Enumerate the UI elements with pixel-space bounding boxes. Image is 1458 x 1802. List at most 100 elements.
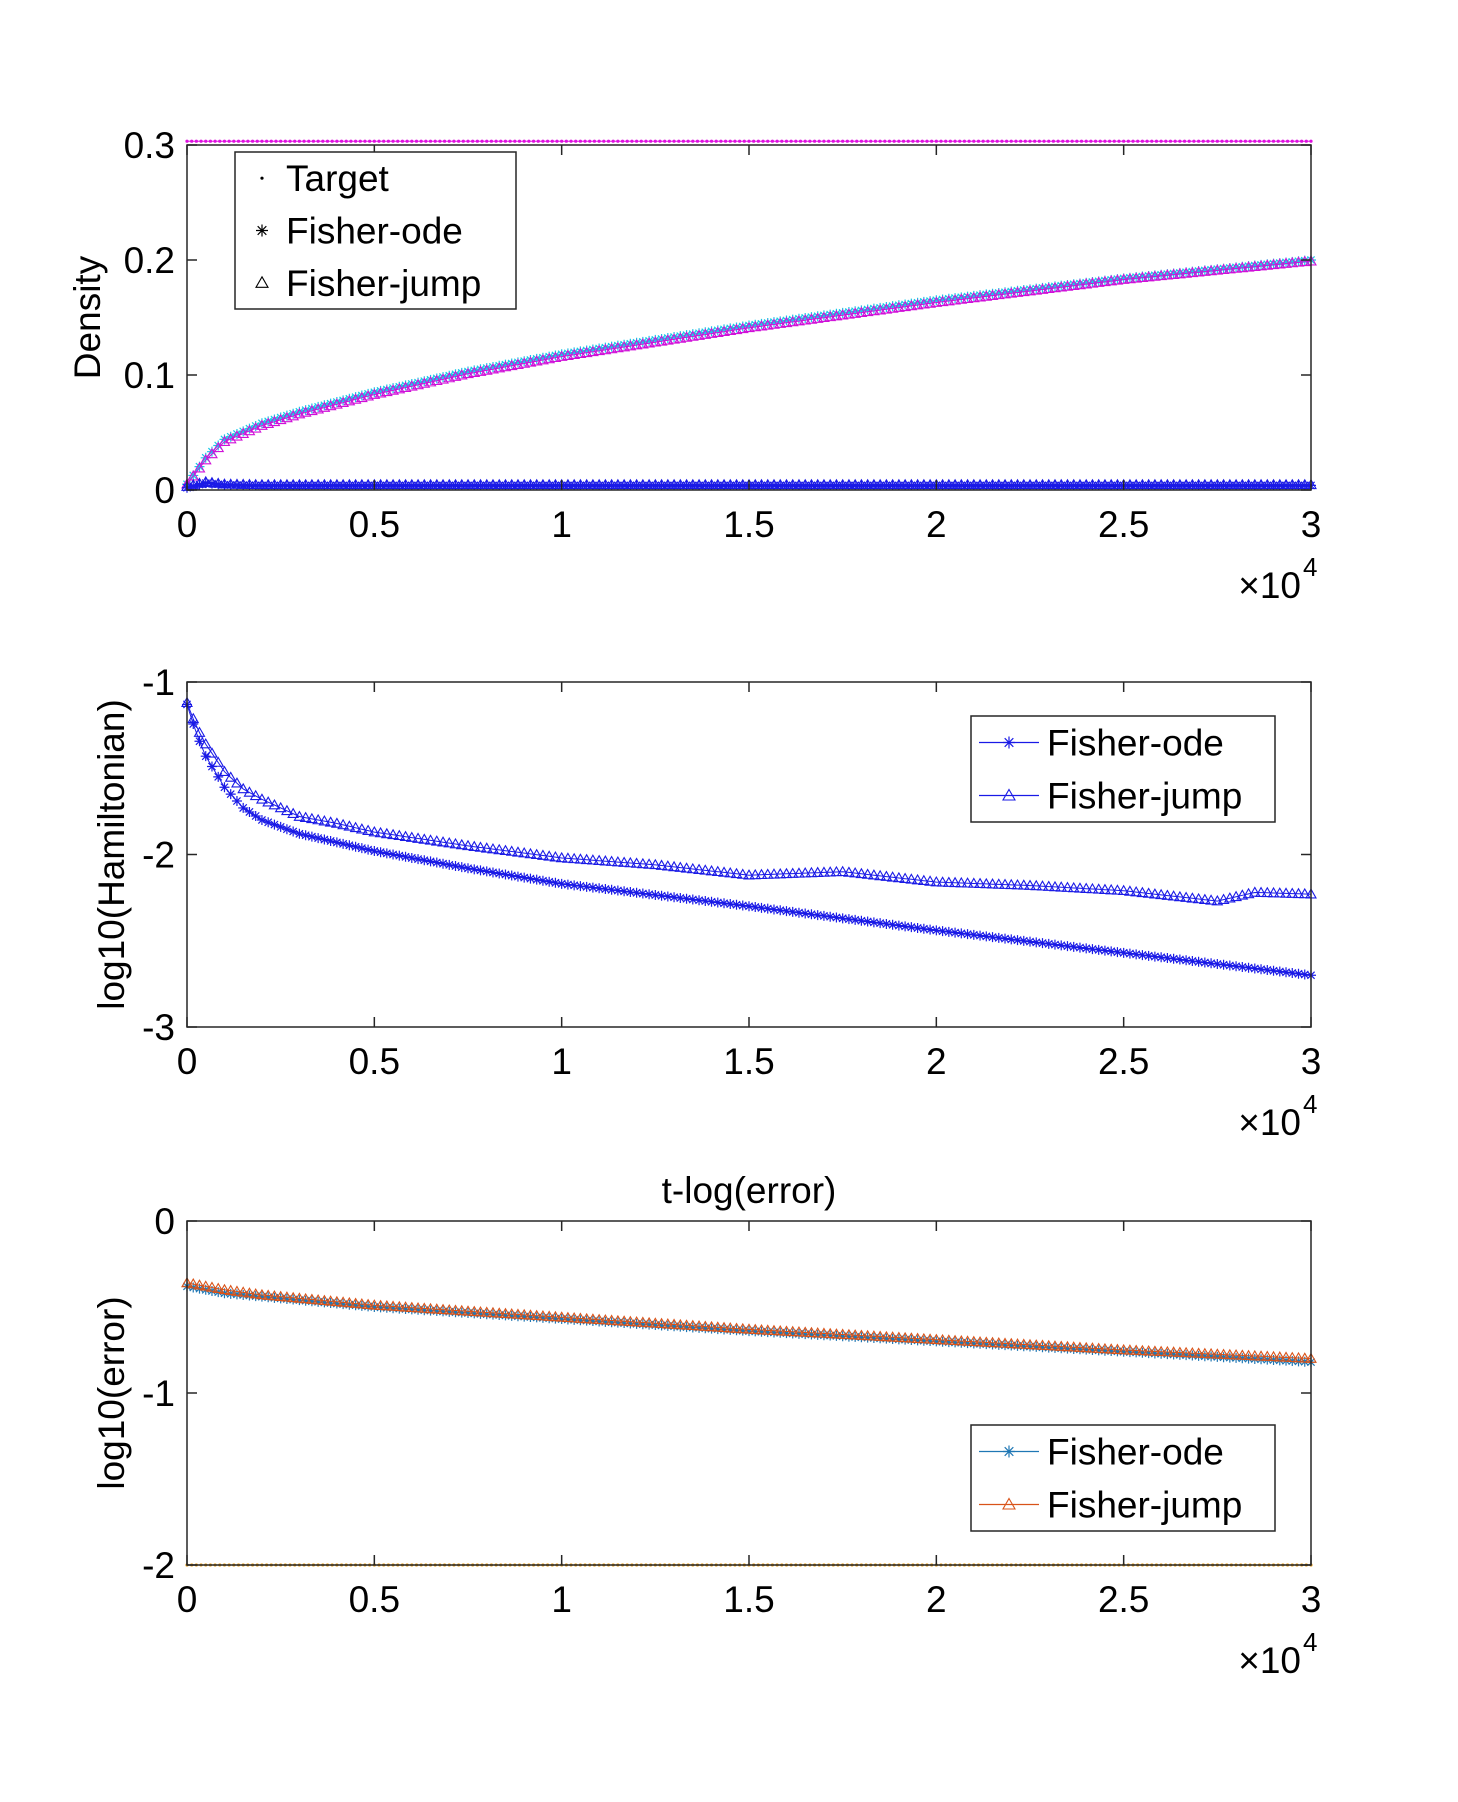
data-point bbox=[593, 854, 606, 866]
data-point bbox=[1273, 887, 1286, 898]
data-point bbox=[1049, 1342, 1060, 1353]
data-point bbox=[806, 1329, 817, 1340]
data-point bbox=[805, 1326, 818, 1338]
data-point bbox=[1224, 1352, 1235, 1363]
data-point bbox=[300, 480, 311, 491]
data-point bbox=[961, 292, 974, 304]
data-point bbox=[893, 480, 904, 491]
data-point bbox=[243, 786, 256, 797]
data-point bbox=[1143, 1348, 1154, 1359]
data-point bbox=[212, 1282, 225, 1293]
data-point bbox=[219, 479, 230, 490]
data-point bbox=[756, 139, 760, 143]
data-point bbox=[1257, 139, 1262, 143]
data-point bbox=[569, 139, 573, 143]
data-point bbox=[624, 478, 637, 490]
data-point bbox=[1180, 891, 1193, 902]
data-point bbox=[1234, 139, 1238, 143]
data-point bbox=[480, 478, 493, 490]
data-point bbox=[1290, 139, 1294, 143]
data-point bbox=[1298, 478, 1311, 490]
data-point bbox=[355, 478, 368, 490]
data-point bbox=[1155, 888, 1168, 900]
data-point bbox=[1286, 887, 1299, 898]
data-point bbox=[1168, 268, 1179, 279]
data-point bbox=[824, 866, 837, 877]
data-point bbox=[1174, 1349, 1185, 1360]
data-point bbox=[493, 843, 506, 855]
data-point bbox=[593, 344, 606, 356]
data-point bbox=[569, 347, 580, 358]
data-point bbox=[817, 311, 830, 323]
data-point bbox=[1024, 478, 1036, 490]
data-point bbox=[330, 139, 334, 143]
data-point bbox=[981, 139, 985, 143]
data-point bbox=[686, 478, 699, 490]
data-point bbox=[244, 423, 255, 434]
data-point bbox=[1248, 1349, 1261, 1361]
data-point bbox=[656, 890, 667, 901]
data-point bbox=[999, 1337, 1011, 1348]
data-point bbox=[999, 478, 1011, 490]
data-point bbox=[725, 1324, 736, 1335]
data-point bbox=[824, 478, 837, 490]
data-point bbox=[419, 480, 430, 491]
data-point bbox=[1030, 478, 1043, 490]
series-line bbox=[186, 260, 1312, 485]
data-point bbox=[1074, 1341, 1086, 1352]
data-point bbox=[255, 139, 259, 143]
data-point bbox=[469, 480, 480, 491]
data-point bbox=[1181, 1350, 1192, 1361]
data-point bbox=[1274, 480, 1285, 491]
data-point bbox=[718, 866, 730, 877]
data-point bbox=[943, 926, 954, 937]
data-point bbox=[406, 480, 417, 491]
data-point bbox=[519, 356, 530, 367]
data-point bbox=[369, 387, 380, 398]
data-point bbox=[206, 478, 217, 489]
data-point bbox=[686, 862, 699, 874]
data-point bbox=[212, 441, 225, 453]
data-point bbox=[974, 877, 986, 889]
data-point bbox=[806, 312, 817, 323]
data-point bbox=[731, 480, 742, 491]
data-point bbox=[1243, 962, 1254, 973]
data-point bbox=[311, 139, 316, 143]
data-point bbox=[1187, 480, 1198, 491]
data-point bbox=[1036, 283, 1049, 294]
data-point bbox=[444, 480, 455, 491]
data-point bbox=[1292, 478, 1305, 490]
data-point bbox=[624, 1315, 637, 1327]
data-point bbox=[194, 461, 205, 472]
data-point bbox=[631, 480, 642, 491]
series-target-high bbox=[185, 139, 1313, 143]
data-point bbox=[1304, 139, 1308, 143]
data-point bbox=[561, 1311, 574, 1323]
data-point bbox=[513, 139, 517, 143]
data-point bbox=[811, 312, 824, 323]
data-point bbox=[1112, 139, 1116, 143]
data-point bbox=[487, 867, 498, 878]
data-point bbox=[574, 853, 587, 864]
data-point bbox=[575, 881, 586, 892]
x-tick-label: 0.5 bbox=[349, 1041, 400, 1082]
data-point bbox=[1192, 892, 1205, 904]
data-point bbox=[530, 478, 543, 490]
data-point bbox=[561, 349, 574, 360]
data-point bbox=[798, 139, 803, 143]
data-point bbox=[580, 853, 593, 865]
data-point bbox=[1173, 890, 1186, 902]
data-point bbox=[636, 857, 649, 869]
data-point bbox=[781, 906, 792, 917]
data-point bbox=[263, 1292, 274, 1303]
data-point bbox=[956, 292, 967, 303]
data-point bbox=[288, 1294, 299, 1305]
data-point bbox=[505, 478, 518, 490]
data-point bbox=[450, 861, 461, 871]
data-point bbox=[911, 139, 915, 143]
data-point bbox=[924, 478, 937, 490]
data-point bbox=[1225, 139, 1229, 143]
data-point bbox=[875, 302, 886, 313]
data-point bbox=[825, 480, 836, 491]
data-point bbox=[568, 478, 581, 490]
